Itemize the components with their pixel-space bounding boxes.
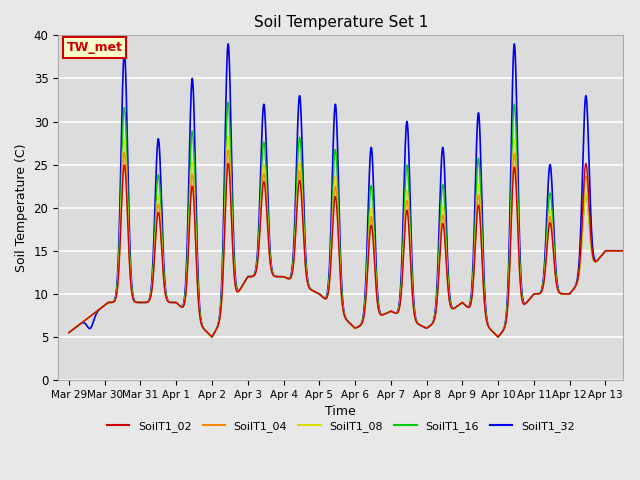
SoilT1_04 [567, 289, 575, 295]
SoilT1_16 [620, 248, 627, 253]
SoilT1_16 [494, 334, 502, 340]
SoilT1_02 [184, 264, 191, 270]
SoilT1_02 [494, 334, 502, 340]
SoilT1_04 [401, 230, 408, 236]
SoilT1_04 [620, 248, 627, 253]
SoilT1_16 [65, 330, 73, 336]
SoilT1_16 [410, 305, 418, 311]
SoilT1_08 [494, 334, 502, 340]
SoilT1_32 [401, 174, 408, 180]
SoilT1_08 [401, 223, 408, 229]
SoilT1_08 [410, 308, 418, 313]
SoilT1_08 [225, 134, 232, 140]
X-axis label: Time: Time [325, 405, 356, 418]
SoilT1_16 [620, 248, 627, 253]
SoilT1_02 [220, 256, 228, 262]
SoilT1_16 [184, 244, 191, 250]
Line: SoilT1_32: SoilT1_32 [69, 44, 623, 337]
SoilT1_04 [65, 330, 73, 336]
Text: TW_met: TW_met [67, 41, 123, 54]
Line: SoilT1_04: SoilT1_04 [69, 150, 623, 337]
SoilT1_02 [65, 330, 73, 336]
Y-axis label: Soil Temperature (C): Soil Temperature (C) [15, 144, 28, 272]
SoilT1_32 [410, 301, 418, 307]
SoilT1_32 [184, 226, 191, 231]
SoilT1_16 [401, 205, 408, 211]
SoilT1_32 [225, 41, 232, 47]
SoilT1_08 [567, 289, 575, 295]
SoilT1_04 [494, 334, 502, 340]
SoilT1_08 [184, 255, 191, 261]
SoilT1_32 [494, 334, 502, 340]
SoilT1_32 [220, 208, 228, 214]
SoilT1_08 [220, 245, 228, 251]
SoilT1_04 [184, 260, 191, 265]
SoilT1_32 [620, 248, 627, 253]
Line: SoilT1_02: SoilT1_02 [69, 164, 623, 337]
SoilT1_02 [401, 238, 408, 243]
SoilT1_04 [220, 251, 228, 256]
SoilT1_32 [567, 289, 575, 295]
SoilT1_16 [567, 289, 575, 295]
SoilT1_08 [65, 330, 73, 336]
Line: SoilT1_08: SoilT1_08 [69, 137, 623, 337]
SoilT1_02 [567, 289, 575, 295]
SoilT1_08 [620, 248, 627, 253]
SoilT1_16 [220, 231, 228, 237]
Line: SoilT1_16: SoilT1_16 [69, 102, 623, 337]
SoilT1_02 [620, 248, 627, 253]
SoilT1_02 [620, 248, 627, 253]
Title: Soil Temperature Set 1: Soil Temperature Set 1 [253, 15, 428, 30]
SoilT1_04 [410, 309, 418, 314]
SoilT1_02 [410, 310, 418, 315]
SoilT1_32 [65, 330, 73, 336]
SoilT1_04 [225, 147, 232, 153]
SoilT1_16 [225, 99, 232, 105]
SoilT1_02 [225, 161, 232, 167]
SoilT1_04 [620, 248, 627, 253]
SoilT1_08 [620, 248, 627, 253]
Legend: SoilT1_02, SoilT1_04, SoilT1_08, SoilT1_16, SoilT1_32: SoilT1_02, SoilT1_04, SoilT1_08, SoilT1_… [102, 417, 579, 436]
SoilT1_32 [620, 248, 627, 253]
